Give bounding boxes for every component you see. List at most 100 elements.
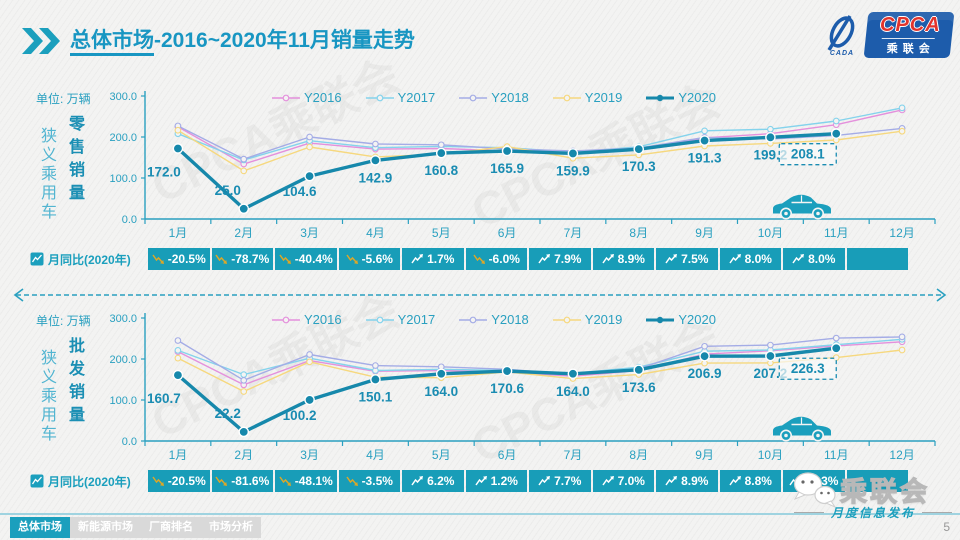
- yoy-cell: -20.5%: [148, 470, 210, 492]
- yoy-value: 7.0%: [617, 474, 645, 488]
- yoy-cell: 1.7%: [402, 248, 464, 270]
- point-label: 206.9: [688, 366, 722, 381]
- yoy-cell: -40.4%: [275, 248, 337, 270]
- footer-tab-3[interactable]: 厂商排名: [141, 517, 201, 538]
- month-label: 5月: [432, 226, 451, 240]
- month-label: 1月: [169, 226, 188, 240]
- trend-chart-icon: [30, 474, 44, 488]
- month-label: 1月: [169, 448, 188, 462]
- point-label: 159.9: [556, 163, 590, 178]
- month-label: 7月: [564, 448, 583, 462]
- trend-up-icon: [792, 254, 805, 264]
- trend-up-icon: [728, 254, 741, 264]
- legend-item-y2018: Y2018: [459, 312, 529, 327]
- trend-down-icon: [345, 254, 358, 264]
- yoy-cell: 1.2%: [465, 470, 527, 492]
- point-label: 207.2: [754, 366, 788, 381]
- yoy-value: -20.5%: [167, 252, 206, 266]
- logo-box: CPCA 乘联会: [863, 12, 955, 58]
- yoy-label-text: 月同比(2020年): [48, 474, 131, 489]
- trend-chart-icon: [30, 252, 44, 266]
- slogan-line: [793, 512, 824, 513]
- legend-item-y2018: Y2018: [459, 90, 529, 105]
- yoy-cell: -78.7%: [211, 248, 273, 270]
- yoy-value: 6.2%: [427, 474, 455, 488]
- month-label: 12月: [889, 448, 914, 462]
- point-label: 104.6: [283, 184, 317, 199]
- trend-down-icon: [279, 476, 291, 486]
- yoy-value: 8.0%: [808, 252, 836, 266]
- metric-label: 零售销量: [66, 115, 83, 207]
- wechat-logo: 乘联会: [792, 470, 930, 509]
- y-tick-label: 100.0: [109, 173, 137, 185]
- title-rest: -2016~2020年11月销量走势: [154, 29, 415, 52]
- point-label: 164.0: [424, 384, 458, 399]
- unit-label: 单位: 万辆: [36, 92, 91, 106]
- month-label: 7月: [564, 226, 583, 240]
- trend-up-icon: [665, 476, 678, 486]
- legend-label: Y2016: [304, 312, 342, 327]
- slogan-text: 月度信息发布: [830, 506, 915, 520]
- trend-down-icon: [152, 254, 164, 264]
- wechat-account-name: 乘联会: [839, 476, 930, 507]
- month-label: 2月: [234, 226, 253, 240]
- month-label: 9月: [695, 226, 714, 240]
- metric-label: 批发销量: [66, 337, 83, 429]
- legend-swatch-y2016: [272, 94, 300, 101]
- yoy-value: 8.9%: [681, 474, 709, 488]
- month-label: 12月: [889, 226, 914, 240]
- legend-item-y2020: Y2020: [646, 312, 716, 327]
- month-label: 6月: [498, 448, 517, 462]
- yoy-ribbon: 月同比(2020年) -20.5% -78.7% -40.4% -5.6% 1.7% -6…: [30, 248, 908, 270]
- unit-label: 单位: 万辆: [36, 314, 91, 328]
- month-label: 8月: [629, 226, 648, 240]
- yoy-cell: 8.0%: [783, 248, 845, 270]
- point-label: 25.0: [215, 183, 241, 198]
- footer-tabs: 总体市场 新能源市场 厂商排名 市场分析: [10, 517, 261, 538]
- trend-down-icon: [215, 476, 228, 486]
- footer-tab-1[interactable]: 总体市场: [10, 517, 70, 538]
- yoy-value: -48.1%: [294, 474, 333, 488]
- yoy-cells: -20.5% -81.6% -48.1% -3.5% 6.2% 1.2% 7.7% 7.0% 8…: [148, 470, 908, 492]
- yoy-cell: -20.5%: [148, 248, 210, 270]
- point-label: 165.9: [490, 161, 524, 176]
- yoy-cell: 8.8%: [719, 470, 781, 492]
- yoy-value: 1.2%: [490, 474, 518, 488]
- legend-item-y2019: Y2019: [552, 90, 622, 105]
- trend-up-icon: [728, 476, 741, 486]
- point-label: 150.1: [359, 389, 393, 404]
- footer-tab-4[interactable]: 市场分析: [201, 517, 261, 538]
- legend-swatch-y2018: [459, 316, 488, 323]
- yoy-cell: 8.9%: [656, 470, 718, 492]
- swoosh-icon: [827, 14, 855, 51]
- trend-down-icon: [152, 476, 164, 486]
- footer-tab-2[interactable]: 新能源市场: [70, 517, 141, 538]
- y-tick-label: 0.0: [122, 436, 137, 448]
- yoy-cell: 8.0%: [719, 248, 781, 270]
- legend-label: Y2020: [678, 312, 716, 327]
- yoy-cell: -48.1%: [275, 470, 337, 492]
- yoy-cell: 7.5%: [656, 248, 718, 270]
- trend-up-icon: [601, 254, 614, 264]
- highlight-box: [778, 357, 837, 380]
- trend-down-icon: [279, 254, 291, 264]
- y-tick-label: 100.0: [109, 395, 137, 407]
- swoosh-text: CADA: [829, 49, 855, 57]
- legend-label: Y2017: [397, 312, 436, 327]
- legend-label: Y2016: [304, 90, 342, 105]
- chart-legend: Y2016 Y2017 Y2018 Y2019 Y2020: [272, 312, 716, 327]
- trend-up-icon: [411, 254, 424, 264]
- month-label: 5月: [432, 448, 451, 462]
- yoy-value: -3.5%: [361, 474, 393, 488]
- trend-up-icon: [411, 476, 424, 486]
- month-label: 3月: [300, 226, 319, 240]
- point-label: 164.0: [556, 384, 590, 399]
- yoy-cell: [846, 470, 908, 492]
- month-label: 10月: [758, 226, 783, 240]
- car-icon: [773, 194, 831, 220]
- legend-swatch-y2016: [272, 316, 300, 323]
- legend-label: Y2020: [678, 90, 716, 105]
- point-label: 170.6: [490, 381, 524, 396]
- yoy-value: 7.5%: [681, 252, 709, 266]
- logo-swoosh: CADA: [820, 14, 864, 57]
